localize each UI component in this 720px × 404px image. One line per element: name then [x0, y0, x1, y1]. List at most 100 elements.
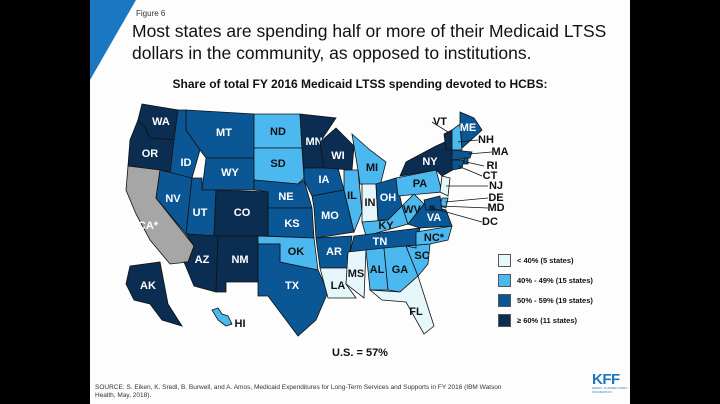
state-label-mn: MN	[305, 136, 322, 148]
us-total: U.S. = 57%	[332, 347, 388, 359]
legend: < 40% (5 states) 40% - 49% (15 states) 5…	[498, 252, 593, 332]
legend-label: 50% - 59% (19 states)	[517, 295, 593, 305]
state-label-al: AL	[370, 264, 385, 276]
state-label-oh: OH	[380, 192, 397, 204]
state-tx	[257, 243, 329, 337]
state-label-wi: WI	[331, 150, 344, 162]
legend-swatch	[498, 273, 511, 287]
state-label-nv: NV	[165, 193, 181, 205]
state-label-ut: UT	[193, 207, 208, 219]
callout-line-ri	[465, 161, 485, 167]
state-label-la: LA	[331, 280, 346, 292]
state-label-mi: MI	[366, 162, 378, 174]
state-label-nd: ND	[270, 126, 286, 138]
legend-label: < 40% (5 states)	[517, 255, 574, 265]
figure-label: Figure 6	[136, 9, 166, 18]
state-label-ny: NY	[422, 156, 438, 168]
state-hi	[211, 307, 233, 327]
callout-line-nh	[457, 139, 479, 143]
callout-line-vt	[431, 121, 449, 133]
state-label-sd: SD	[270, 158, 285, 170]
state-ak	[125, 261, 183, 327]
us-choropleth-map: WA OR CA* ID NV MT WY UT CO AZ NM ND SD NE KS OK TX MN IA M…	[125, 103, 509, 337]
state-label-vt: VT	[433, 116, 447, 128]
state-label-ar: AR	[326, 246, 342, 258]
legend-label: ≥ 60% (11 states)	[517, 315, 577, 325]
state-label-ri: RI	[487, 160, 498, 172]
state-sd	[253, 147, 305, 185]
state-wi	[319, 127, 355, 171]
state-md	[423, 195, 443, 211]
state-label-id: ID	[181, 157, 192, 169]
state-label-ma: MA	[491, 146, 508, 158]
state-label-md: MD	[487, 202, 504, 214]
accent-triangle	[90, 0, 136, 80]
legend-label: 40% - 49% (15 states)	[517, 275, 593, 285]
legend-item-50-59: 50% - 59% (19 states)	[498, 292, 593, 308]
state-label-nm: NM	[231, 254, 248, 266]
state-ms	[345, 249, 367, 299]
state-mo	[311, 189, 355, 239]
state-label-dc: DC	[482, 216, 498, 228]
state-label-ca: CA*	[138, 220, 159, 232]
state-label-ct: CT	[483, 170, 498, 182]
state-label-wy: WY	[221, 167, 239, 179]
state-fl	[368, 275, 435, 335]
kff-logo-mark: KFF	[592, 371, 620, 388]
state-label-ks: KS	[284, 218, 299, 230]
legend-swatch	[498, 293, 511, 307]
state-label-ky: KY	[378, 220, 394, 232]
state-label-nc: NC*	[424, 232, 445, 244]
state-label-co: CO	[234, 207, 251, 219]
legend-item-lt40: < 40% (5 states)	[498, 252, 593, 268]
legend-swatch	[498, 253, 511, 267]
callout-line-md	[439, 205, 489, 209]
state-label-ne: NE	[278, 191, 293, 203]
state-label-az: AZ	[195, 254, 210, 266]
legend-item-40-49: 40% - 49% (15 states)	[498, 272, 593, 288]
state-label-sc: SC	[414, 250, 429, 262]
legend-swatch	[498, 313, 511, 327]
state-label-nh: NH	[478, 134, 494, 146]
state-label-ok: OK	[288, 246, 305, 258]
state-label-ia: IA	[319, 174, 330, 186]
state-label-me: ME	[460, 122, 477, 134]
state-nh	[451, 123, 463, 151]
state-label-il: IL	[347, 190, 357, 202]
state-label-pa: PA	[413, 178, 428, 190]
map-subtitle: Share of total FY 2016 Medicaid LTSS spe…	[172, 77, 548, 91]
state-label-va: VA	[427, 212, 442, 224]
state-label-hi: HI	[235, 318, 246, 330]
legend-item-ge60: ≥ 60% (11 states)	[498, 312, 593, 328]
slide-title: Most states are spending half or more of…	[132, 21, 607, 63]
state-label-ms: MS	[348, 268, 365, 280]
state-me	[459, 111, 483, 149]
state-label-mt: MT	[216, 127, 232, 139]
slide: Figure 6 Most states are spending half o…	[90, 0, 630, 404]
state-label-or: OR	[142, 148, 159, 160]
callout-line-ma	[467, 151, 493, 155]
state-label-tx: TX	[285, 280, 300, 292]
state-label-in: IN	[365, 197, 376, 209]
state-label-tn: TN	[373, 236, 388, 248]
callout-line-dc	[431, 207, 483, 223]
state-label-ak: AK	[140, 280, 156, 292]
state-wv	[401, 193, 425, 225]
state-label-wv: WV	[403, 204, 421, 216]
state-ma	[451, 149, 473, 161]
state-ct	[451, 159, 465, 171]
source-note: SOURCE: S. Eiken, K. Sredl, B. Burwell, …	[95, 384, 502, 399]
callout-line-de	[444, 197, 489, 203]
kff-logo: KFF HENRY J KAISER FAMILY FOUNDATION	[592, 371, 628, 394]
callout-line-ct	[457, 165, 483, 177]
state-label-nj: NJ	[489, 180, 503, 192]
state-ny	[399, 137, 457, 177]
state-ri	[463, 157, 469, 165]
state-label-fl: FL	[409, 306, 423, 318]
state-il	[343, 169, 363, 234]
state-label-wa: WA	[152, 116, 170, 128]
state-label-de: DE	[488, 192, 503, 204]
state-label-mo: MO	[321, 210, 339, 222]
state-nj	[439, 175, 451, 197]
kff-logo-subtitle: HENRY J KAISER FAMILY FOUNDATION	[592, 386, 628, 394]
